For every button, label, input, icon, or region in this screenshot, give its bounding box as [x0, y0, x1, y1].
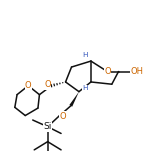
Text: O: O [25, 81, 32, 90]
Polygon shape [69, 92, 79, 107]
Text: O: O [60, 112, 66, 121]
Text: O: O [104, 67, 111, 76]
Text: OH: OH [130, 67, 143, 76]
Text: Si: Si [43, 122, 52, 131]
Text: H: H [82, 52, 88, 58]
Text: H: H [82, 85, 88, 91]
Text: O: O [44, 80, 51, 90]
